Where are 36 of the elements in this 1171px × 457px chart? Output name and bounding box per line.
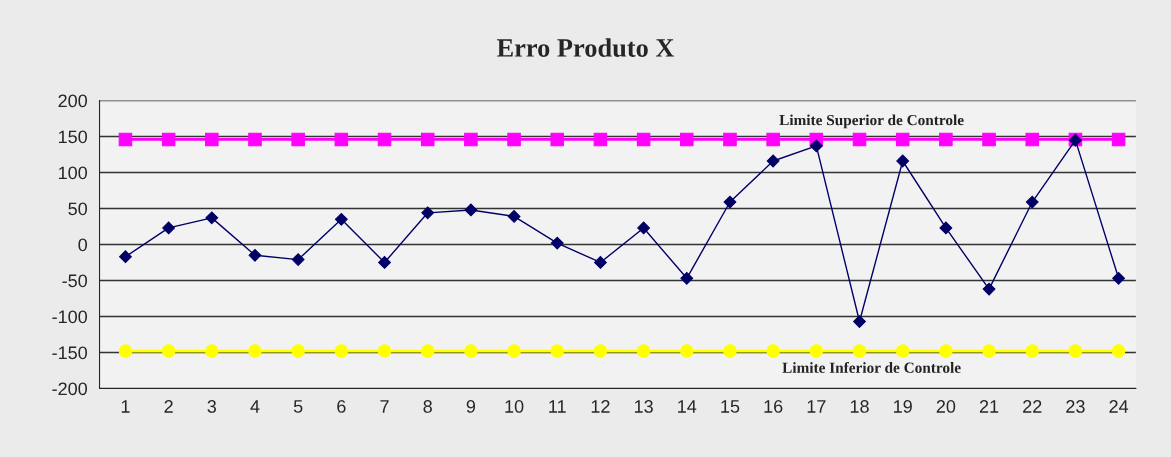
x-tick-label: 18 xyxy=(850,400,869,413)
series-label: Limite Inferior de Controle xyxy=(782,361,961,373)
chart-title: Erro Produto X xyxy=(496,38,675,57)
y-tick-label: -100 xyxy=(52,310,88,324)
x-tick-label: 10 xyxy=(505,400,524,413)
x-tick-label: 15 xyxy=(721,400,740,413)
x-tick-label: 7 xyxy=(380,400,389,413)
x-tick-label: 1 xyxy=(121,400,130,413)
y-tick-label: 150 xyxy=(58,130,88,144)
x-tick-label: 23 xyxy=(1066,400,1085,413)
x-tick-label: 21 xyxy=(979,400,999,413)
x-tick-label: 5 xyxy=(293,400,303,413)
x-tick-label: 11 xyxy=(549,400,566,413)
x-tick-label: 14 xyxy=(678,400,697,413)
y-tick-label: -50 xyxy=(62,274,88,288)
x-tick-label: 4 xyxy=(250,400,260,413)
x-tick-label: 6 xyxy=(337,400,346,413)
y-tick-label: -150 xyxy=(52,346,88,360)
y-tick-label: 0 xyxy=(78,238,88,252)
x-tick-label: 9 xyxy=(466,400,476,413)
x-tick-label: 12 xyxy=(591,400,610,413)
x-tick-label: 17 xyxy=(807,400,826,413)
y-tick-label: 100 xyxy=(58,166,88,180)
x-tick-label: 22 xyxy=(1023,400,1042,413)
y-tick-label: 50 xyxy=(68,202,88,216)
x-tick-label: 2 xyxy=(164,400,173,413)
x-tick-label: 16 xyxy=(764,400,783,413)
y-tick-label: -200 xyxy=(52,382,88,396)
x-tick-label: 3 xyxy=(207,400,217,413)
series-label: Limite Superior de Controle xyxy=(779,114,964,129)
x-tick-label: 8 xyxy=(423,400,432,413)
y-tick-label: 200 xyxy=(58,94,88,108)
x-tick-label: 24 xyxy=(1109,400,1129,413)
x-tick-label: 19 xyxy=(894,400,912,413)
x-tick-label: 20 xyxy=(936,400,956,413)
x-tick-label: 13 xyxy=(634,400,653,413)
